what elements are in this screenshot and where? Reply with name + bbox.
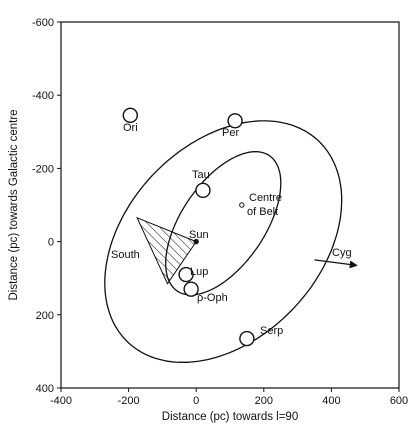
x-axis-title: Distance (pc) towards l=90 (162, 411, 298, 423)
plot-frame (61, 22, 399, 388)
y-axis-title: Distance (pc) towards Galactic centre (8, 109, 20, 300)
x-axis-ticks: -400 -200 0 200 400 600 (50, 388, 408, 407)
marker-serp (240, 332, 254, 346)
marker-per (228, 114, 242, 128)
label-tau: Tau (192, 169, 210, 181)
label-lup: Lup (190, 266, 208, 278)
marker-centre-of-belt (240, 203, 244, 207)
label-centre-line1: Centre (249, 192, 282, 204)
y-tick-label: 400 (36, 383, 54, 395)
y-tick-label: 0 (48, 237, 54, 249)
x-tick-label: -200 (118, 395, 140, 407)
x-tick-label: 200 (255, 395, 273, 407)
y-axis-ticks: -600 -400 -200 0 200 400 (32, 17, 61, 395)
outer-ellipse (105, 121, 342, 362)
x-tick-label: 600 (390, 395, 408, 407)
marker-tau (196, 183, 210, 197)
label-serp: Serp (260, 325, 283, 337)
cyg-direction-arrow (315, 260, 357, 265)
label-oph: ρ-Oph (197, 292, 228, 304)
marker-ori (123, 108, 137, 122)
y-tick-label: -400 (32, 90, 54, 102)
belt-regions (105, 121, 342, 362)
x-tick-label: 400 (322, 395, 340, 407)
label-cyg: Cyg (332, 247, 352, 259)
label-ori: Ori (123, 122, 138, 134)
label-sun: Sun (189, 229, 209, 241)
label-centre-line2: of Belt (247, 206, 278, 218)
y-tick-label: -200 (32, 163, 54, 175)
y-tick-label: 200 (36, 310, 54, 322)
y-tick-label: -600 (32, 17, 54, 29)
x-tick-label: 0 (193, 395, 199, 407)
label-south: South (111, 249, 140, 261)
label-per: Per (222, 127, 239, 139)
x-tick-label: -400 (50, 395, 72, 407)
